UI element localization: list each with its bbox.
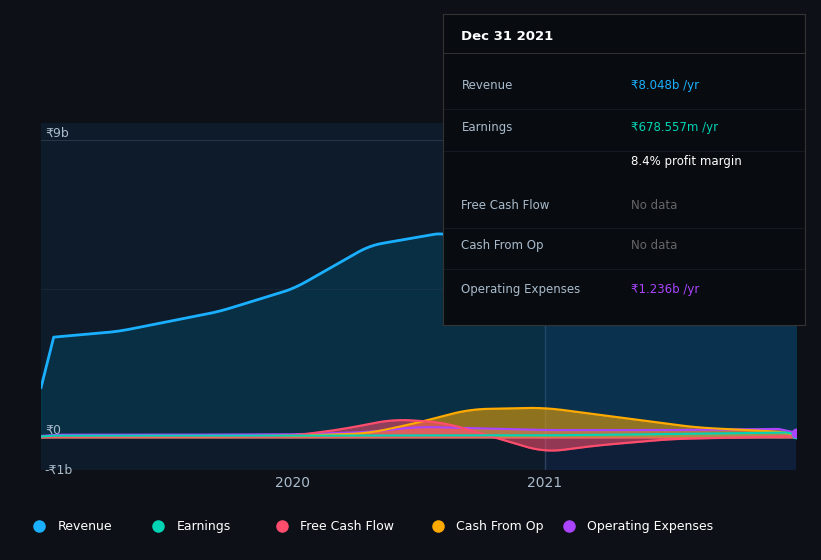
Text: ₹8.048b /yr: ₹8.048b /yr — [631, 79, 699, 92]
Text: Free Cash Flow: Free Cash Flow — [461, 199, 550, 212]
Text: Free Cash Flow: Free Cash Flow — [300, 520, 393, 533]
Text: Earnings: Earnings — [177, 520, 231, 533]
Text: 2021: 2021 — [527, 476, 562, 490]
Text: ₹678.557m /yr: ₹678.557m /yr — [631, 121, 718, 134]
Text: Revenue: Revenue — [461, 79, 513, 92]
Bar — [544, 123, 796, 470]
Text: 2020: 2020 — [275, 476, 310, 490]
Text: -₹1b: -₹1b — [45, 464, 73, 477]
Text: ₹9b: ₹9b — [45, 127, 69, 140]
Text: Operating Expenses: Operating Expenses — [461, 283, 580, 296]
Text: Earnings: Earnings — [461, 121, 513, 134]
Text: 8.4% profit margin: 8.4% profit margin — [631, 155, 742, 168]
Text: ₹1.236b /yr: ₹1.236b /yr — [631, 283, 699, 296]
Text: ₹0: ₹0 — [45, 424, 61, 437]
Text: Operating Expenses: Operating Expenses — [587, 520, 713, 533]
Text: No data: No data — [631, 239, 677, 252]
Text: Cash From Op: Cash From Op — [461, 239, 544, 252]
Text: Revenue: Revenue — [57, 520, 112, 533]
Text: No data: No data — [631, 199, 677, 212]
Text: Cash From Op: Cash From Op — [456, 520, 544, 533]
Text: Dec 31 2021: Dec 31 2021 — [461, 30, 553, 43]
